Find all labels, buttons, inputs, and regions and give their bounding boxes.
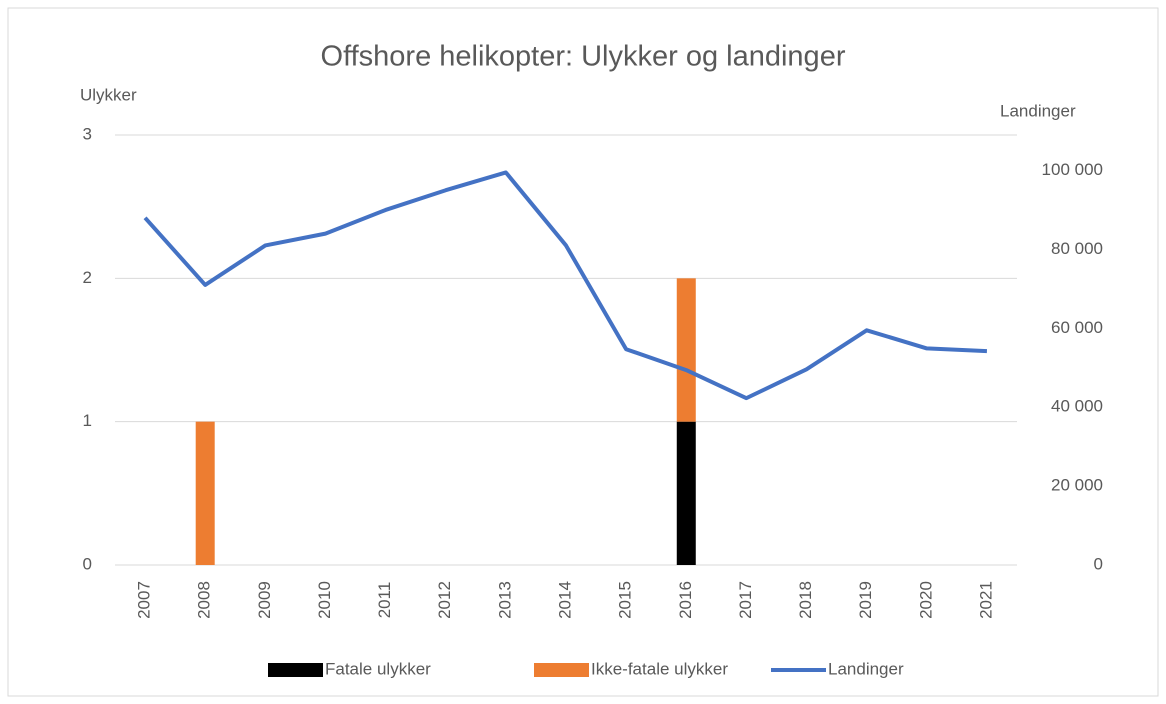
y2-tick-label: 100 000 bbox=[1042, 160, 1103, 179]
x-tick-label: 2018 bbox=[796, 581, 815, 619]
x-tick-label: 2017 bbox=[736, 581, 755, 619]
y2-tick-label: 60 000 bbox=[1051, 318, 1103, 337]
bar bbox=[195, 421, 215, 565]
x-tick-label: 2009 bbox=[255, 581, 274, 619]
x-tick-label: 2013 bbox=[495, 581, 514, 619]
y2-tick-label: 0 bbox=[1094, 554, 1103, 573]
y2-axis-title: Landinger bbox=[1000, 101, 1076, 120]
x-tick-label: 2021 bbox=[976, 581, 995, 619]
legend-swatch bbox=[534, 663, 589, 677]
bar bbox=[676, 421, 696, 565]
y2-tick-label: 40 000 bbox=[1051, 397, 1103, 416]
y-tick-label: 3 bbox=[83, 124, 92, 143]
x-tick-label: 2012 bbox=[435, 581, 454, 619]
x-tick-label: 2007 bbox=[135, 581, 154, 619]
chart-title: Offshore helikopter: Ulykker og landinge… bbox=[321, 41, 846, 73]
legend-label: Landinger bbox=[828, 659, 904, 678]
x-tick-label: 2019 bbox=[856, 581, 875, 619]
x-tick-label: 2008 bbox=[195, 581, 214, 619]
bar bbox=[676, 278, 696, 422]
y2-tick-label: 80 000 bbox=[1051, 239, 1103, 258]
x-tick-label: 2020 bbox=[916, 581, 935, 619]
legend-label: Fatale ulykker bbox=[325, 659, 431, 678]
legend-label: Ikke-fatale ulykker bbox=[591, 659, 728, 678]
x-tick-label: 2014 bbox=[555, 581, 574, 619]
line bbox=[143, 170, 988, 401]
x-tick-label: 2016 bbox=[676, 581, 695, 619]
x-tick-label: 2015 bbox=[616, 581, 635, 619]
y-tick-label: 1 bbox=[83, 411, 92, 430]
y-axis-title: Ulykker bbox=[80, 85, 137, 104]
y-tick-label: 2 bbox=[83, 268, 92, 287]
x-tick-label: 2010 bbox=[315, 581, 334, 619]
x-tick-label: 2011 bbox=[375, 582, 394, 619]
y2-tick-label: 20 000 bbox=[1051, 476, 1103, 495]
legend-swatch bbox=[268, 663, 323, 677]
y-tick-label: 0 bbox=[83, 554, 92, 573]
